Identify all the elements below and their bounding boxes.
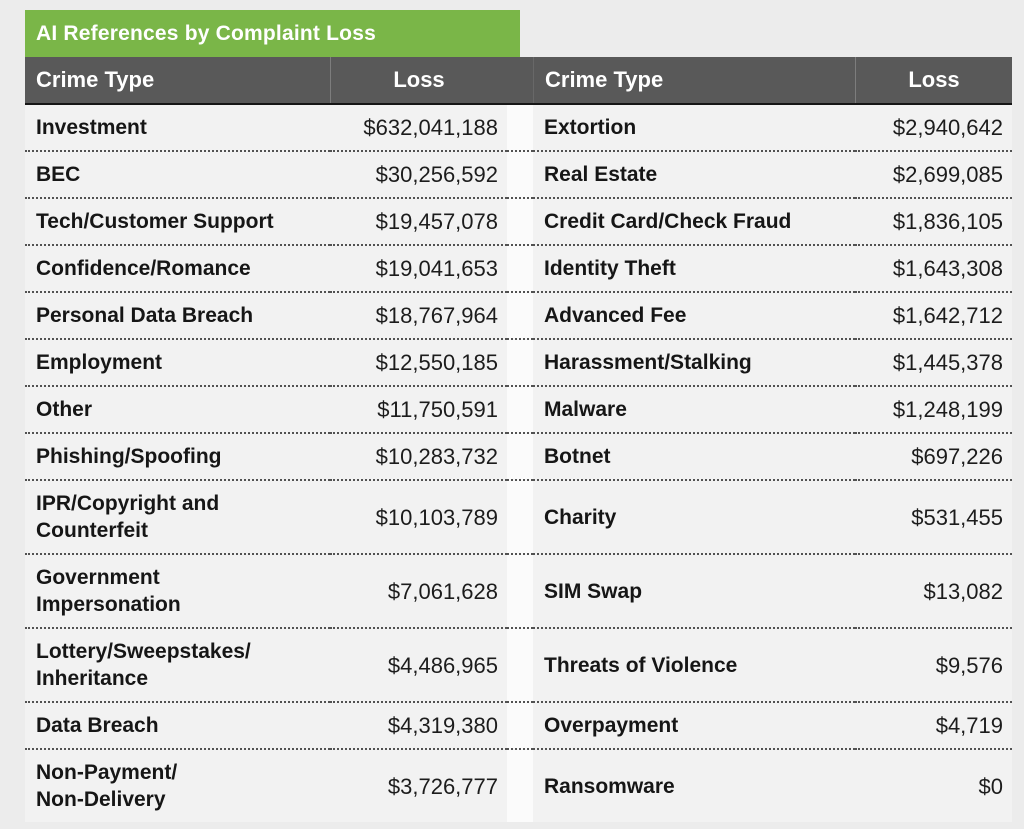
table-row: Tech/Customer Support $19,457,078 Credit…	[25, 199, 1012, 246]
crime-type-cell-left: Phishing/Spoofing	[25, 434, 330, 481]
crime-type-cell-left: Government Impersonation	[25, 555, 330, 629]
crime-type-cell-left: Personal Data Breach	[25, 293, 330, 340]
loss-cell-left: $7,061,628	[330, 555, 507, 629]
column-gap	[507, 629, 533, 703]
crime-type-cell-right: SIM Swap	[533, 555, 855, 629]
header-loss-right: Loss	[855, 57, 1012, 103]
loss-cell-left: $10,103,789	[330, 481, 507, 555]
crime-type-cell-right: Credit Card/Check Fraud	[533, 199, 855, 246]
column-gap	[507, 434, 533, 481]
column-gap	[507, 750, 533, 822]
column-gap	[507, 387, 533, 434]
loss-cell-right: $1,642,712	[855, 293, 1012, 340]
loss-cell-left: $18,767,964	[330, 293, 507, 340]
table-row: Investment $632,041,188 Extortion $2,940…	[25, 105, 1012, 152]
loss-cell-left: $10,283,732	[330, 434, 507, 481]
header-loss-left: Loss	[330, 57, 507, 103]
table-row: Lottery/Sweepstakes/ Inheritance $4,486,…	[25, 629, 1012, 703]
crime-type-cell-left: Tech/Customer Support	[25, 199, 330, 246]
header-crime-type-left: Crime Type	[36, 67, 155, 92]
crime-type-cell-left: IPR/Copyright and Counterfeit	[25, 481, 330, 555]
loss-cell-left: $30,256,592	[330, 152, 507, 199]
loss-cell-right: $1,248,199	[855, 387, 1012, 434]
table-row: Other $11,750,591 Malware $1,248,199	[25, 387, 1012, 434]
table-row: IPR/Copyright and Counterfeit $10,103,78…	[25, 481, 1012, 555]
column-gap	[507, 340, 533, 387]
column-gap	[507, 246, 533, 293]
loss-cell-right: $4,719	[855, 703, 1012, 750]
table-row: Data Breach $4,319,380 Overpayment $4,71…	[25, 703, 1012, 750]
loss-cell-right: $1,445,378	[855, 340, 1012, 387]
crime-type-cell-right: Malware	[533, 387, 855, 434]
crime-type-cell-left: Investment	[25, 105, 330, 152]
table-title-bar: AI References by Complaint Loss	[25, 10, 520, 57]
crime-type-cell-left: Non-Payment/ Non-Delivery	[25, 750, 330, 822]
crime-type-cell-left: Confidence/Romance	[25, 246, 330, 293]
column-gap	[507, 199, 533, 246]
header-crime-type-right: Crime Type	[533, 57, 855, 103]
loss-cell-left: $12,550,185	[330, 340, 507, 387]
loss-cell-left: $4,486,965	[330, 629, 507, 703]
loss-cell-right: $2,699,085	[855, 152, 1012, 199]
column-gap	[507, 293, 533, 340]
column-gap	[507, 152, 533, 199]
loss-cell-left: $632,041,188	[330, 105, 507, 152]
loss-cell-left: $3,726,777	[330, 750, 507, 822]
table-body: Investment $632,041,188 Extortion $2,940…	[25, 105, 1012, 822]
crime-type-cell-right: Real Estate	[533, 152, 855, 199]
crime-type-cell-right: Botnet	[533, 434, 855, 481]
loss-cell-left: $19,457,078	[330, 199, 507, 246]
crime-type-cell-left: Employment	[25, 340, 330, 387]
header-gap	[507, 57, 533, 103]
loss-cell-right: $0	[855, 750, 1012, 822]
crime-type-cell-right: Ransomware	[533, 750, 855, 822]
crime-type-cell-right: Overpayment	[533, 703, 855, 750]
column-gap	[507, 703, 533, 750]
table-row: Personal Data Breach $18,767,964 Advance…	[25, 293, 1012, 340]
crime-type-cell-right: Threats of Violence	[533, 629, 855, 703]
loss-cell-left: $11,750,591	[330, 387, 507, 434]
crime-type-cell-left: Lottery/Sweepstakes/ Inheritance	[25, 629, 330, 703]
loss-cell-left: $19,041,653	[330, 246, 507, 293]
column-gap	[507, 105, 533, 152]
table-row: Government Impersonation $7,061,628 SIM …	[25, 555, 1012, 629]
table-title: AI References by Complaint Loss	[36, 21, 376, 45]
crime-type-cell-right: Charity	[533, 481, 855, 555]
crime-type-cell-right: Extortion	[533, 105, 855, 152]
column-gap	[507, 481, 533, 555]
crime-type-cell-right: Advanced Fee	[533, 293, 855, 340]
loss-cell-right: $1,643,308	[855, 246, 1012, 293]
loss-cell-right: $531,455	[855, 481, 1012, 555]
crime-type-cell-left: Data Breach	[25, 703, 330, 750]
loss-cell-left: $4,319,380	[330, 703, 507, 750]
loss-table: AI References by Complaint Loss Crime Ty…	[25, 10, 1012, 822]
column-gap	[507, 555, 533, 629]
crime-type-cell-left: BEC	[25, 152, 330, 199]
loss-cell-right: $13,082	[855, 555, 1012, 629]
loss-cell-right: $697,226	[855, 434, 1012, 481]
table-row: Phishing/Spoofing $10,283,732 Botnet $69…	[25, 434, 1012, 481]
table-row: Confidence/Romance $19,041,653 Identity …	[25, 246, 1012, 293]
loss-cell-right: $2,940,642	[855, 105, 1012, 152]
loss-cell-right: $1,836,105	[855, 199, 1012, 246]
table-row: Employment $12,550,185 Harassment/Stalki…	[25, 340, 1012, 387]
crime-type-cell-right: Harassment/Stalking	[533, 340, 855, 387]
loss-cell-right: $9,576	[855, 629, 1012, 703]
table-row: Non-Payment/ Non-Delivery $3,726,777 Ran…	[25, 750, 1012, 822]
crime-type-cell-right: Identity Theft	[533, 246, 855, 293]
table-row: BEC $30,256,592 Real Estate $2,699,085	[25, 152, 1012, 199]
crime-type-cell-left: Other	[25, 387, 330, 434]
table-header-row: Crime Type Loss Crime Type Loss	[25, 57, 1012, 105]
